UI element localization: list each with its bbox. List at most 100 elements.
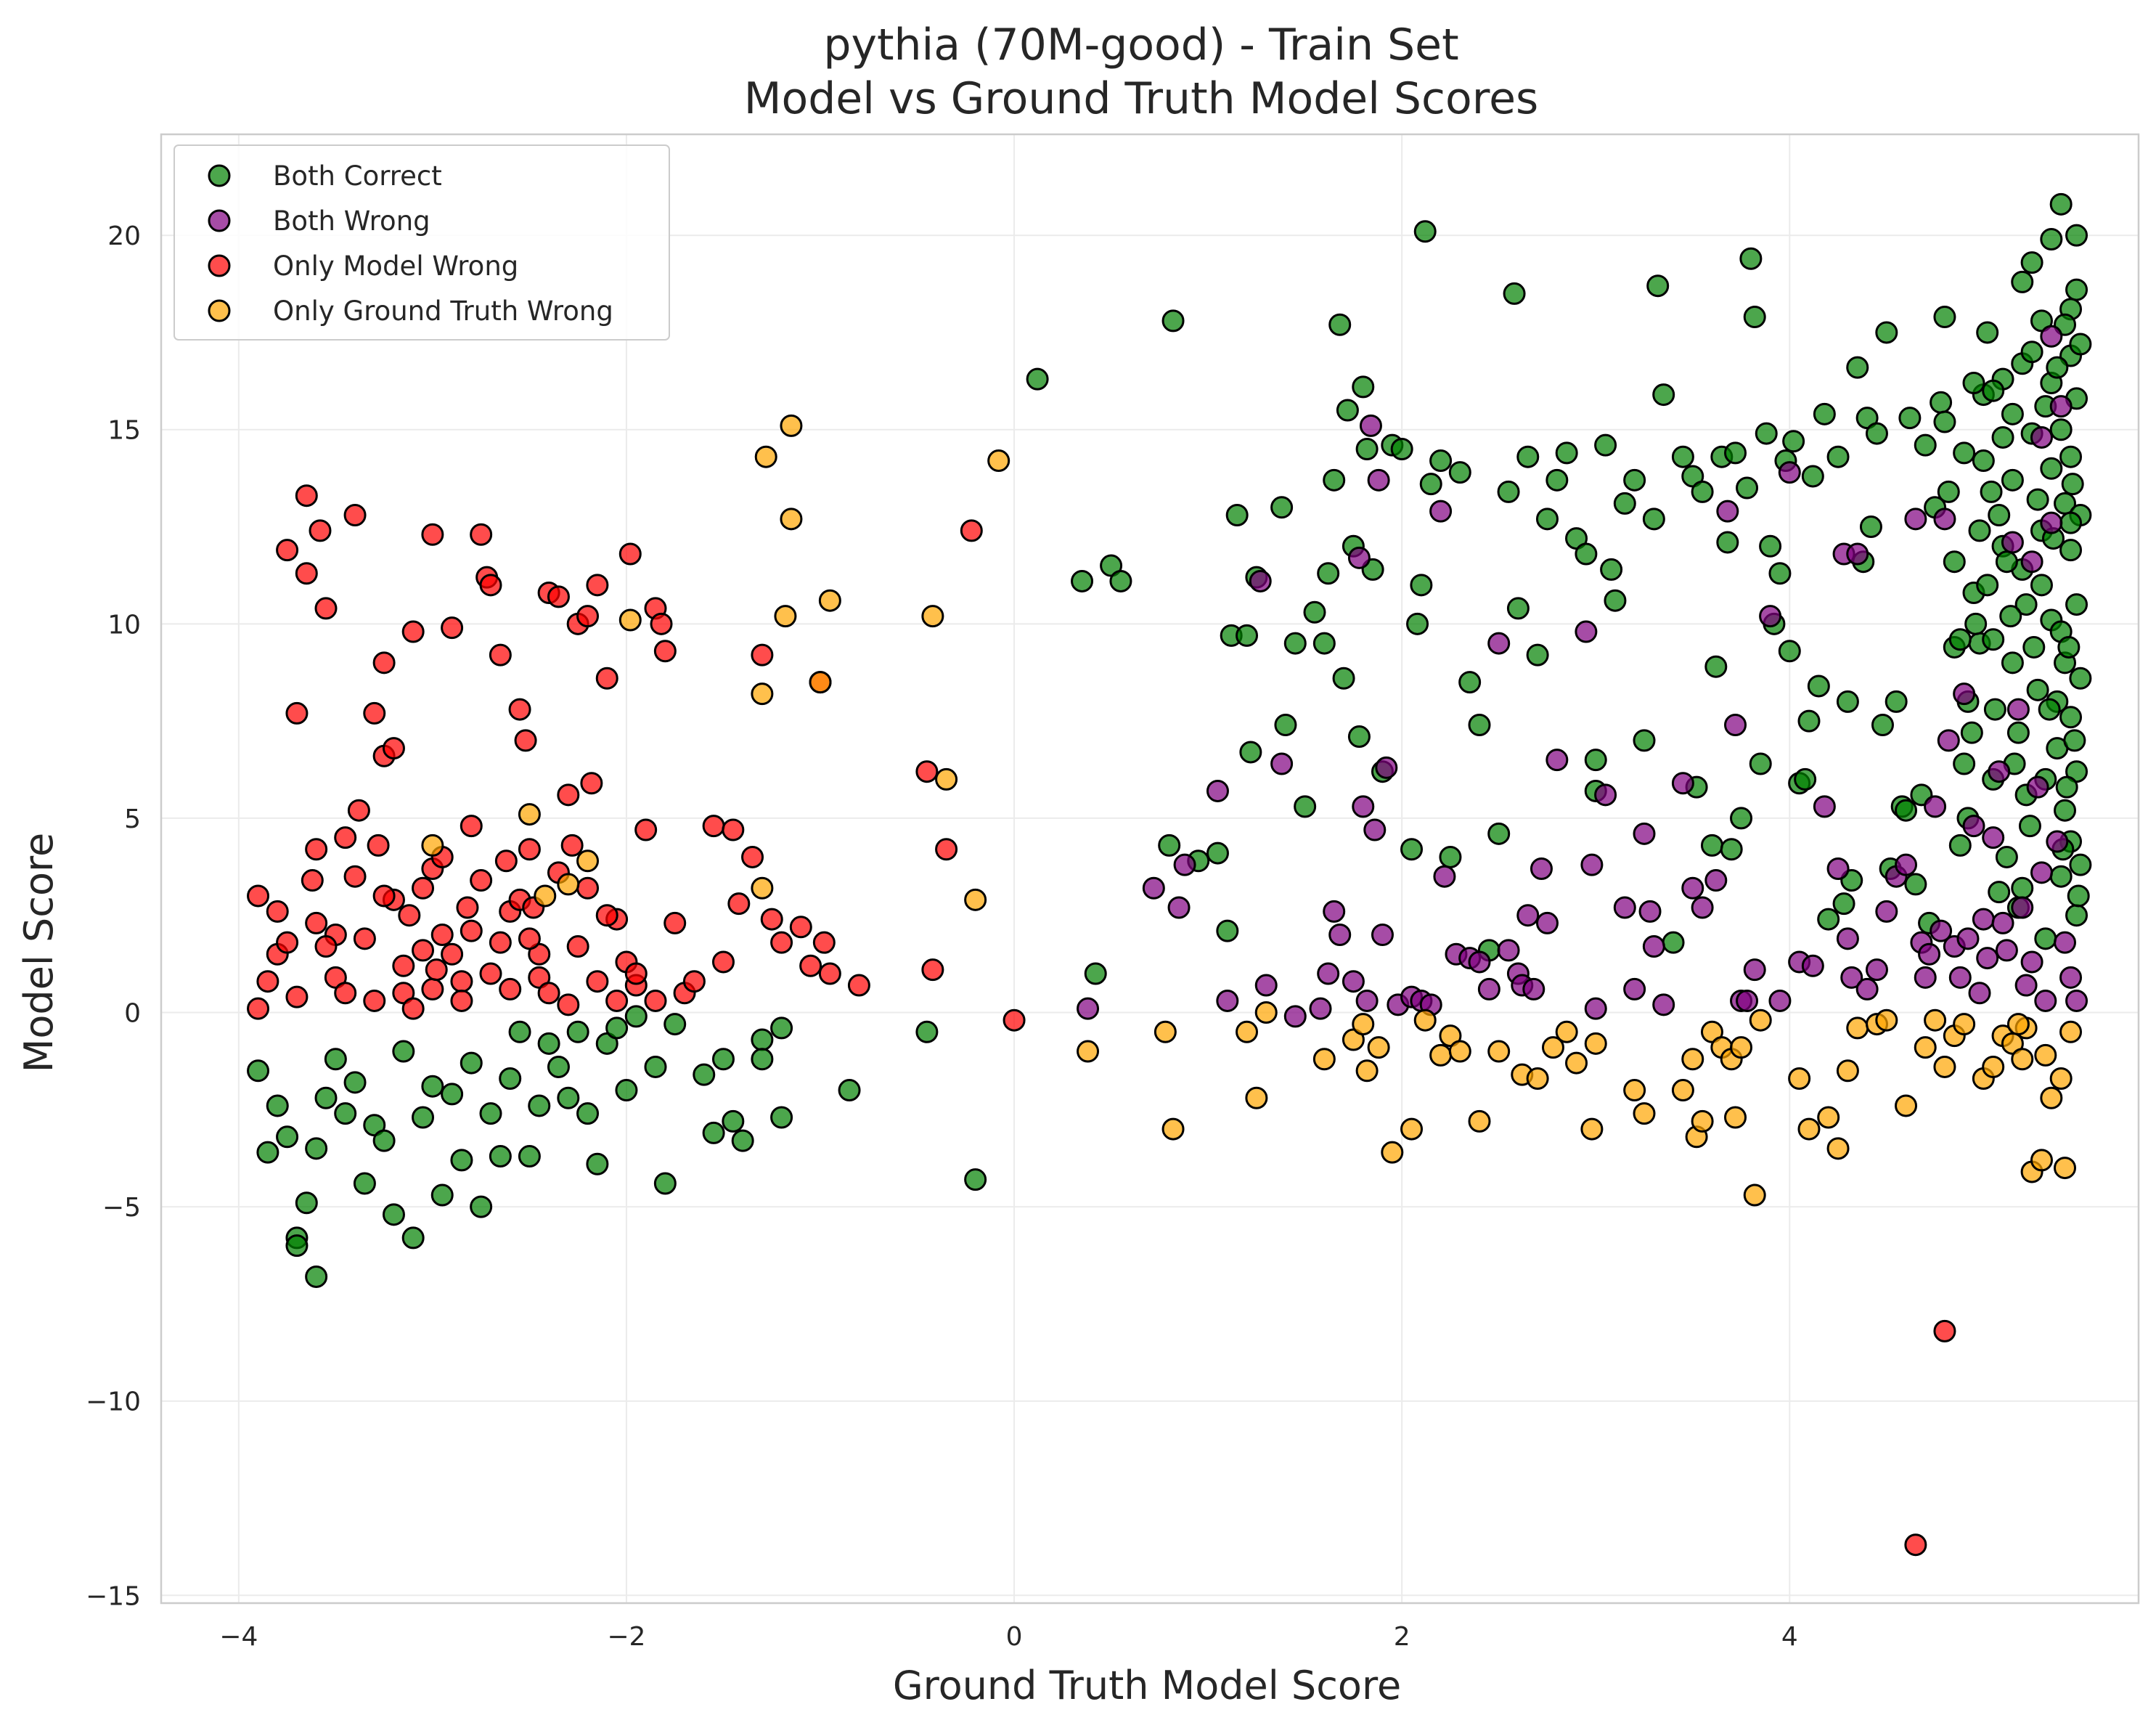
data-point-only-ground-truth-wrong — [1381, 1141, 1404, 1164]
data-point-only-model-wrong — [586, 970, 609, 993]
data-point-only-model-wrong — [812, 931, 836, 954]
data-point-both-correct — [1071, 569, 1094, 592]
x-tick-label: −4 — [219, 1622, 258, 1652]
data-point-only-model-wrong — [363, 701, 386, 725]
data-point-both-wrong — [1328, 923, 1352, 946]
data-point-both-wrong — [1855, 977, 1879, 1000]
data-point-only-model-wrong — [489, 931, 512, 954]
data-point-only-ground-truth-wrong — [2006, 1013, 2030, 1036]
data-point-only-model-wrong — [295, 484, 318, 508]
data-point-both-correct — [2065, 224, 2088, 247]
data-point-only-model-wrong — [247, 884, 270, 908]
data-point-both-correct — [1930, 391, 1953, 414]
data-point-only-model-wrong — [456, 896, 479, 919]
data-point-only-model-wrong — [576, 876, 600, 900]
data-point-both-correct — [731, 1129, 754, 1152]
data-point-only-model-wrong — [741, 845, 764, 868]
data-point-both-wrong — [1352, 795, 1375, 818]
data-point-only-model-wrong — [494, 849, 518, 873]
data-point-both-correct — [1836, 690, 1859, 713]
tick-labels: −4 −2 0 2 4 −15 −10 −5 0 5 10 15 20 — [86, 221, 1798, 1652]
data-point-both-correct — [1084, 962, 1107, 985]
data-point-only-model-wrong — [343, 865, 367, 888]
data-point-only-model-wrong — [421, 977, 444, 1000]
data-point-only-ground-truth-wrong — [1245, 1086, 1268, 1109]
data-point-both-wrong — [1355, 989, 1379, 1012]
data-point-both-correct — [576, 1102, 600, 1125]
data-point-both-wrong — [1545, 749, 1569, 772]
data-point-both-wrong — [1429, 500, 1453, 523]
data-point-both-correct — [1312, 632, 1336, 655]
data-point-only-ground-truth-wrong — [2040, 1086, 2063, 1109]
data-point-only-model-wrong — [450, 989, 473, 1012]
data-point-both-correct — [2059, 445, 2083, 468]
data-point-only-model-wrong — [566, 935, 589, 958]
data-point-both-wrong — [2011, 896, 2034, 919]
data-point-both-correct — [1943, 550, 1966, 574]
data-point-both-correct — [353, 1172, 376, 1195]
data-point-both-correct — [1991, 425, 2014, 449]
data-point-both-correct — [1768, 562, 1792, 585]
data-point-only-ground-truth-wrong — [1153, 1020, 1177, 1043]
data-point-both-correct — [653, 1172, 677, 1195]
data-point-both-correct — [470, 1195, 493, 1218]
data-point-both-correct — [547, 1055, 570, 1078]
data-point-both-wrong — [1778, 461, 1801, 484]
data-point-only-model-wrong — [247, 997, 270, 1020]
data-point-both-correct — [2046, 356, 2069, 379]
data-point-both-wrong — [2026, 775, 2049, 799]
data-point-only-model-wrong — [702, 815, 725, 838]
data-point-only-model-wrong — [276, 539, 299, 562]
data-point-only-ground-truth-wrong — [421, 834, 444, 857]
data-point-both-correct — [663, 1013, 687, 1036]
data-point-only-ground-truth-wrong — [964, 888, 987, 911]
data-point-both-wrong — [1367, 468, 1390, 492]
data-point-both-wrong — [1736, 989, 1759, 1012]
data-point-both-wrong — [1206, 779, 1229, 802]
data-point-only-ground-truth-wrong — [1254, 1001, 1278, 1024]
data-point-only-ground-truth-wrong — [818, 589, 841, 612]
data-point-only-model-wrong — [450, 970, 473, 993]
data-point-both-correct — [2026, 488, 2049, 511]
data-point-only-ground-truth-wrong — [1724, 1106, 1747, 1129]
data-point-both-wrong — [1846, 542, 1869, 566]
data-point-both-correct — [1216, 919, 1239, 942]
data-point-both-wrong — [1575, 620, 1598, 643]
data-point-only-model-wrong — [576, 605, 600, 628]
data-point-only-model-wrong — [334, 826, 357, 849]
data-point-both-correct — [1755, 422, 1778, 445]
data-point-both-wrong — [1270, 752, 1294, 775]
data-point-both-correct — [1468, 713, 1491, 736]
data-point-both-correct — [1759, 534, 1782, 558]
data-point-both-wrong — [1642, 935, 1665, 958]
legend-label: Both Wrong — [273, 205, 430, 237]
data-point-both-correct — [305, 1265, 328, 1288]
data-point-both-correct — [1109, 569, 1132, 592]
y-axis-label: Model Score — [16, 833, 62, 1073]
data-point-both-correct — [838, 1079, 861, 1102]
data-point-both-correct — [1506, 597, 1530, 620]
data-point-both-correct — [372, 1129, 396, 1152]
data-point-only-ground-truth-wrong — [1749, 1008, 1772, 1032]
data-point-both-wrong — [1142, 876, 1165, 900]
data-point-only-ground-truth-wrong — [1914, 1036, 1937, 1059]
data-point-both-wrong — [2049, 395, 2073, 418]
data-point-both-correct — [566, 1020, 589, 1043]
data-point-both-correct — [1600, 558, 1623, 581]
data-point-both-correct — [2063, 729, 2086, 752]
data-point-both-correct — [1716, 531, 1739, 554]
data-point-only-model-wrong — [618, 542, 642, 566]
data-point-only-ground-truth-wrong — [1468, 1109, 1491, 1133]
data-point-only-ground-truth-wrong — [1355, 1059, 1379, 1083]
data-point-only-model-wrong — [470, 869, 493, 892]
data-point-only-model-wrong — [557, 993, 580, 1016]
data-point-both-correct — [2065, 904, 2088, 927]
data-point-both-correct — [1283, 632, 1307, 655]
data-point-only-model-wrong — [314, 935, 338, 958]
legend-item-both-wrong: Both Wrong — [208, 205, 430, 237]
data-point-only-ground-truth-wrong — [754, 445, 777, 468]
data-point-both-correct — [1328, 313, 1352, 336]
data-point-both-wrong — [1991, 911, 2014, 934]
data-point-both-correct — [450, 1149, 473, 1172]
data-point-only-ground-truth-wrong — [1730, 1036, 1753, 1059]
